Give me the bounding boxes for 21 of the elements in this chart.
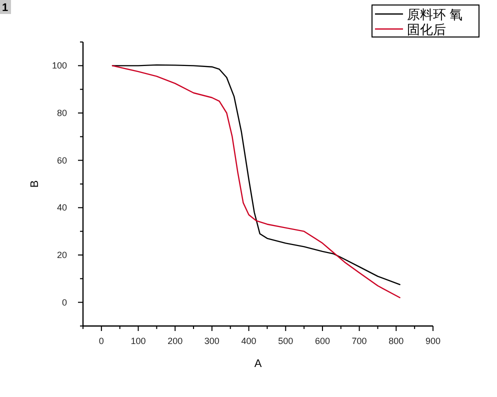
y-tick-label: 100 bbox=[52, 60, 67, 71]
text: 1 bbox=[2, 2, 8, 14]
x-tick-label: 700 bbox=[352, 336, 367, 346]
y-tick-label: 60 bbox=[56, 155, 67, 166]
y-tick-label: 80 bbox=[56, 108, 67, 118]
x-tick-label: 200 bbox=[168, 336, 183, 346]
x-tick-label: 0 bbox=[98, 336, 104, 346]
x-tick-label: 300 bbox=[204, 336, 220, 346]
legend-label: 原料环 氧 bbox=[407, 7, 463, 22]
x-tick-label: 100 bbox=[130, 336, 146, 346]
y-tick-label: 40 bbox=[56, 202, 67, 213]
x-tick-label: 600 bbox=[314, 336, 330, 346]
y-tick-label: 0 bbox=[62, 297, 67, 308]
y-tick-label: 20 bbox=[56, 250, 67, 260]
x-tick-label: 500 bbox=[278, 336, 294, 346]
x-tick-label: 900 bbox=[425, 336, 441, 346]
x-tick-label: 800 bbox=[388, 336, 404, 346]
legend-label: 固化后 bbox=[407, 22, 446, 37]
y-axis-title: B bbox=[29, 180, 41, 188]
x-tick-label: 400 bbox=[241, 336, 256, 346]
x-axis-title: A bbox=[254, 358, 262, 370]
